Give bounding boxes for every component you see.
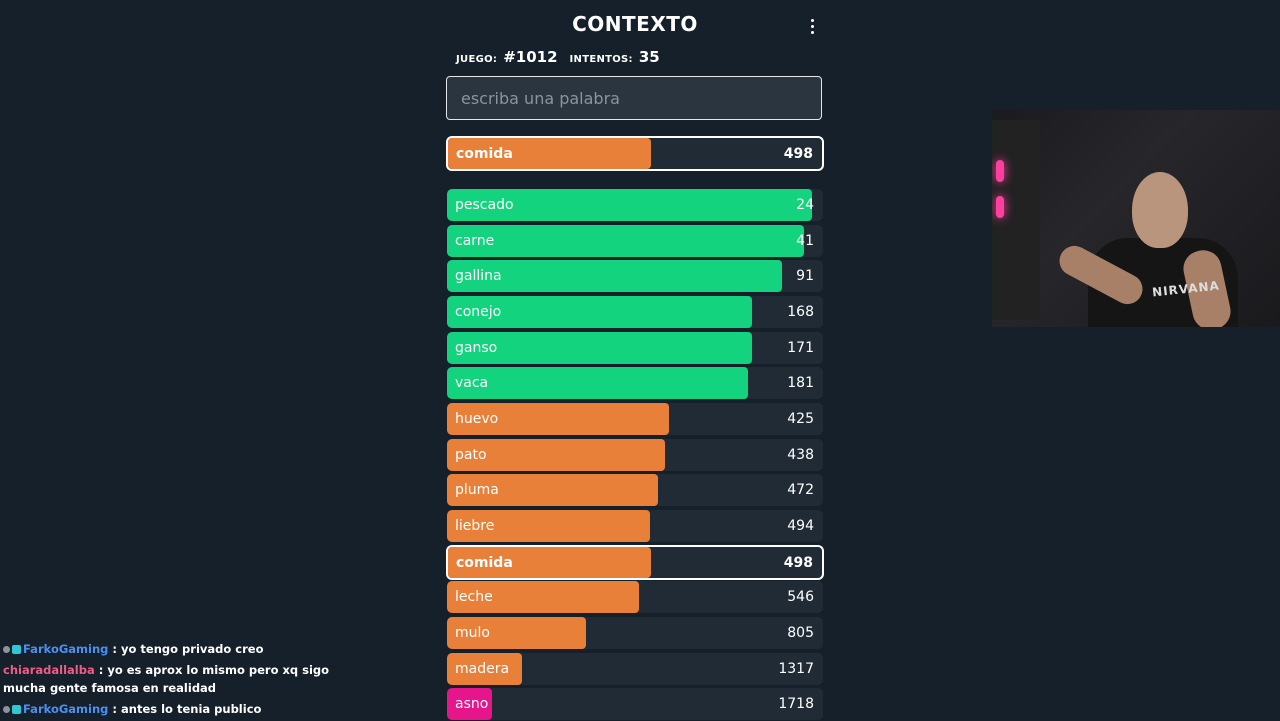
word-input[interactable] [446, 76, 822, 120]
subscriber-badge-icon [12, 705, 21, 714]
contexto-game: CONTEXTO JUEGO: #1012 INTENTOS: 35 comid… [446, 0, 824, 720]
guess-distance: 498 [783, 145, 813, 162]
guess-word: carne [455, 233, 495, 249]
guess-word: mulo [455, 625, 490, 641]
guess-distance: 498 [783, 554, 813, 571]
guess-distance: 41 [796, 233, 814, 249]
moderator-badge-icon [3, 706, 10, 713]
guess-word: madera [455, 661, 510, 677]
guess-distance: 168 [787, 304, 814, 320]
pc-case [992, 120, 1040, 320]
chat-username[interactable]: chiaradallalba [3, 663, 95, 677]
guess-distance: 472 [787, 482, 814, 498]
streamer-head [1132, 172, 1188, 248]
guess-word: conejo [455, 304, 502, 320]
guess-row: huevo 425 [447, 403, 823, 435]
distance-bar [447, 260, 782, 292]
guess-row: pato 438 [447, 439, 823, 471]
chat-username[interactable]: FarkoGaming [23, 702, 109, 716]
distance-bar [448, 547, 651, 578]
guess-row: ganso 171 [447, 332, 823, 364]
distance-bar [447, 439, 665, 471]
guess-distance: 171 [787, 340, 814, 356]
chat-message: FarkoGaming : antes lo tenia publico [3, 700, 373, 718]
chat-text: : antes lo tenia publico [112, 702, 262, 716]
attempts-label: INTENTOS: [569, 54, 633, 65]
guess-row: liebre 494 [447, 510, 823, 542]
chat-text: : yo tengo privado creo [112, 642, 264, 656]
guess-row: asno 1718 [447, 688, 823, 720]
game-stats: JUEGO: #1012 INTENTOS: 35 [456, 48, 666, 66]
distance-bar [447, 688, 492, 720]
guess-word: pescado [455, 197, 514, 213]
current-guess-row: comida 498 [446, 136, 824, 171]
distance-bar [447, 510, 650, 542]
guess-row: conejo 168 [447, 296, 823, 328]
distance-bar [447, 653, 522, 685]
distance-bar [447, 617, 586, 649]
guess-distance: 494 [787, 518, 814, 534]
guess-row: pluma 472 [447, 474, 823, 506]
distance-bar [447, 403, 669, 435]
guess-distance: 181 [787, 375, 814, 391]
distance-bar [448, 138, 651, 169]
guess-distance: 91 [796, 268, 814, 284]
distance-bar [447, 367, 748, 399]
distance-bar [447, 332, 752, 364]
guess-distance: 438 [787, 447, 814, 463]
guess-distance: 546 [787, 589, 814, 605]
guess-word: pato [455, 447, 487, 463]
distance-bar [447, 189, 812, 221]
guess-word: comida [456, 554, 513, 571]
game-number: #1012 [503, 48, 558, 66]
guess-word: vaca [455, 375, 489, 391]
more-options-icon[interactable] [804, 14, 820, 38]
moderator-badge-icon [3, 646, 10, 653]
guess-word: asno [455, 696, 489, 712]
guess-row: vaca 181 [447, 367, 823, 399]
guess-word: leche [455, 589, 493, 605]
webcam-overlay: NIRVANA [992, 110, 1280, 327]
guess-row: pescado 24 [447, 189, 823, 221]
guess-word: gallina [455, 268, 502, 284]
guess-distance: 805 [787, 625, 814, 641]
guess-distance: 24 [796, 197, 814, 213]
distance-bar [447, 474, 658, 506]
chat-overlay: FarkoGaming : yo tengo privado creo chiar… [3, 640, 373, 721]
attempts-count: 35 [638, 48, 660, 66]
guess-row: leche 546 [447, 581, 823, 613]
distance-bar [447, 225, 804, 257]
guess-distance: 1718 [778, 696, 814, 712]
guess-row: comida 498 [446, 545, 824, 580]
chat-message: chiaradallalba : yo es aprox lo mismo pe… [3, 661, 373, 697]
guess-distance: 425 [787, 411, 814, 427]
guess-word: ganso [455, 340, 498, 356]
guess-word: pluma [455, 482, 499, 498]
distance-bar [447, 296, 752, 328]
subscriber-badge-icon [12, 645, 21, 654]
guess-row: mulo 805 [447, 617, 823, 649]
guess-word: liebre [455, 518, 495, 534]
guess-row: madera 1317 [447, 653, 823, 685]
game-label: JUEGO: [456, 54, 498, 65]
chat-username[interactable]: FarkoGaming [23, 642, 109, 656]
guess-word: huevo [455, 411, 499, 427]
guess-row: gallina 91 [447, 260, 823, 292]
chat-message: FarkoGaming : yo tengo privado creo [3, 640, 373, 658]
distance-bar [447, 581, 639, 613]
guess-distance: 1317 [778, 661, 814, 677]
guess-word: comida [456, 145, 513, 162]
page-title: CONTEXTO [572, 12, 698, 36]
guess-row: carne 41 [447, 225, 823, 257]
chat-text: : yo es aprox lo mismo pero xq sigo much… [3, 663, 330, 695]
